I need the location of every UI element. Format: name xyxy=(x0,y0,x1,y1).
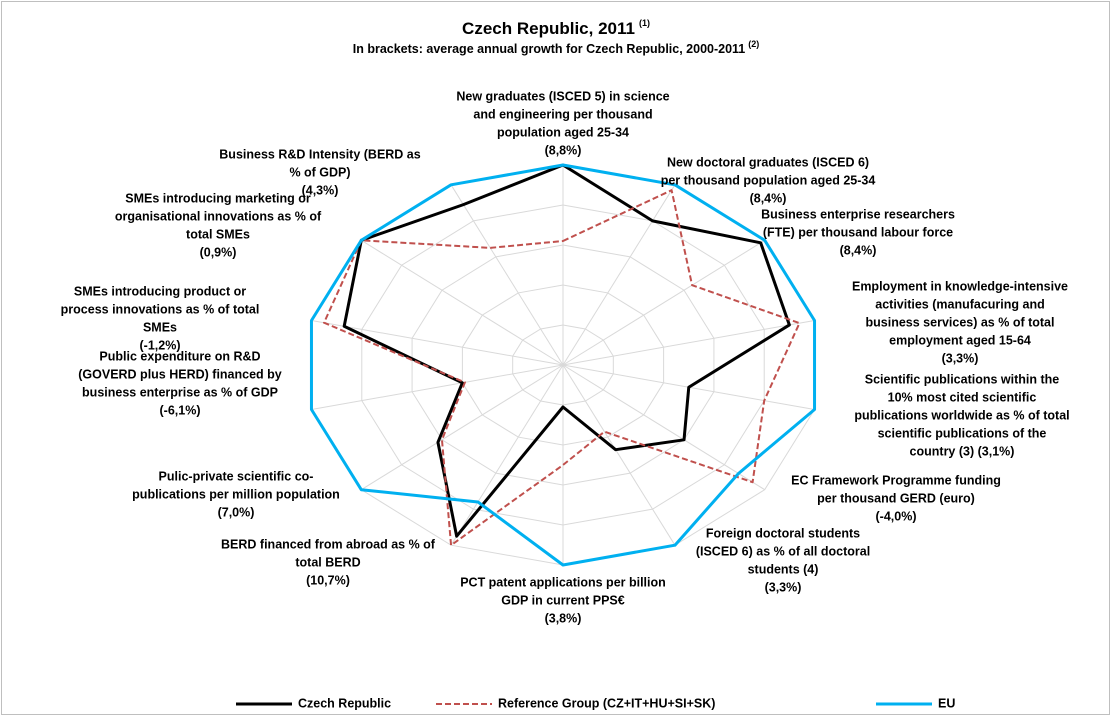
axis-label: (ISCED 6) as % of all doctoral xyxy=(696,544,870,558)
axis-label: Pulic-private scientific co- xyxy=(159,469,314,483)
spoke xyxy=(562,364,676,546)
spoke xyxy=(450,184,564,366)
axis-label: (4,3%) xyxy=(302,183,339,197)
axis-label: total SMEs xyxy=(186,227,250,241)
axis-label: (3,3%) xyxy=(765,580,802,594)
chart-subtitle: In brackets: average annual growth for C… xyxy=(353,39,760,56)
axis-label: organisational innovations as % of xyxy=(115,209,322,223)
legend-label: Czech Republic xyxy=(298,696,391,710)
axis-label: (FTE) per thousand labour force xyxy=(763,225,953,239)
axis-label: population aged 25-34 xyxy=(497,125,629,139)
axis-label: (8,8%) xyxy=(545,143,582,157)
axis-label: (8,4%) xyxy=(750,191,787,205)
axis-label: students (4) xyxy=(748,562,819,576)
axis-label: employment aged 15-64 xyxy=(889,333,1031,347)
axis-label: Business R&D Intensity (BERD as xyxy=(219,147,420,161)
axis-label: SMEs introducing marketing or xyxy=(125,191,311,205)
spoke xyxy=(361,239,564,366)
spoke xyxy=(562,239,765,366)
spoke xyxy=(562,184,676,366)
axis-label: (GOVERD plus HERD) financed by xyxy=(78,367,282,381)
axis-label: (3,8%) xyxy=(545,611,582,625)
axis-label: per thousand population aged 25-34 xyxy=(661,173,876,187)
axis-label: PCT patent applications per billion xyxy=(460,575,666,589)
axis-label: (7,0%) xyxy=(218,505,255,519)
spoke xyxy=(311,364,564,410)
axis-label: (3,3%) xyxy=(942,351,979,365)
axis-label: (10,7%) xyxy=(306,573,350,587)
series-line xyxy=(309,163,817,567)
spoke xyxy=(450,364,564,546)
axis-label: Public expenditure on R&D xyxy=(99,349,260,363)
axis-label: Foreign doctoral students xyxy=(706,526,860,540)
axis-label: New doctoral graduates (ISCED 6) xyxy=(667,155,869,169)
axis-label: process innovations as % of total xyxy=(61,302,260,316)
axis-label: (-1,2%) xyxy=(140,338,181,352)
spoke xyxy=(562,364,765,491)
axis-label: publications worldwide as % of total xyxy=(854,408,1069,422)
axis-label: (-4,0%) xyxy=(876,509,917,523)
axis-label: business enterprise as % of GDP xyxy=(82,385,278,399)
axis-label: per thousand GERD (euro) xyxy=(817,491,975,505)
axis-label: % of GDP) xyxy=(289,165,350,179)
series-line xyxy=(342,163,791,538)
axis-label: GDP in current PPS€ xyxy=(501,593,624,607)
axis-label: Business enterprise researchers xyxy=(761,207,955,221)
axis-label: 10% most cited scientific xyxy=(888,390,1037,404)
axis-label: publications per million population xyxy=(132,487,340,501)
axis-label: SMEs introducing product or xyxy=(74,284,246,298)
axis-label: (-6,1%) xyxy=(160,403,201,417)
legend-label: EU xyxy=(938,696,955,710)
axis-label: Scientific publications within the xyxy=(865,372,1060,386)
legend-label: Reference Group (CZ+IT+HU+SI+SK) xyxy=(498,696,715,710)
axis-label: (8,4%) xyxy=(840,243,877,257)
axis-label: New graduates (ISCED 5) in science xyxy=(456,89,669,103)
axis-label: (0,9%) xyxy=(200,245,237,259)
chart-title: Czech Republic, 2011 (1) xyxy=(462,18,650,38)
axis-label: and engineering per thousand xyxy=(473,107,652,121)
axis-label: activities (manufacuring and xyxy=(875,297,1044,311)
axis-label: business services) as % of total xyxy=(866,315,1055,329)
axis-label: total BERD xyxy=(295,555,360,569)
axis-label: EC Framework Programme funding xyxy=(791,473,1001,487)
axis-label: scientific publications of the xyxy=(878,426,1047,440)
series-line xyxy=(323,189,801,547)
axis-label: SMEs xyxy=(143,320,177,334)
axis-label: BERD financed from abroad as % of xyxy=(221,537,436,551)
spoke xyxy=(562,320,815,366)
spoke xyxy=(361,364,564,491)
spoke xyxy=(311,320,564,366)
axis-label: country (3) (3,1%) xyxy=(910,444,1015,458)
axis-label: Employment in knowledge-intensive xyxy=(852,279,1068,293)
